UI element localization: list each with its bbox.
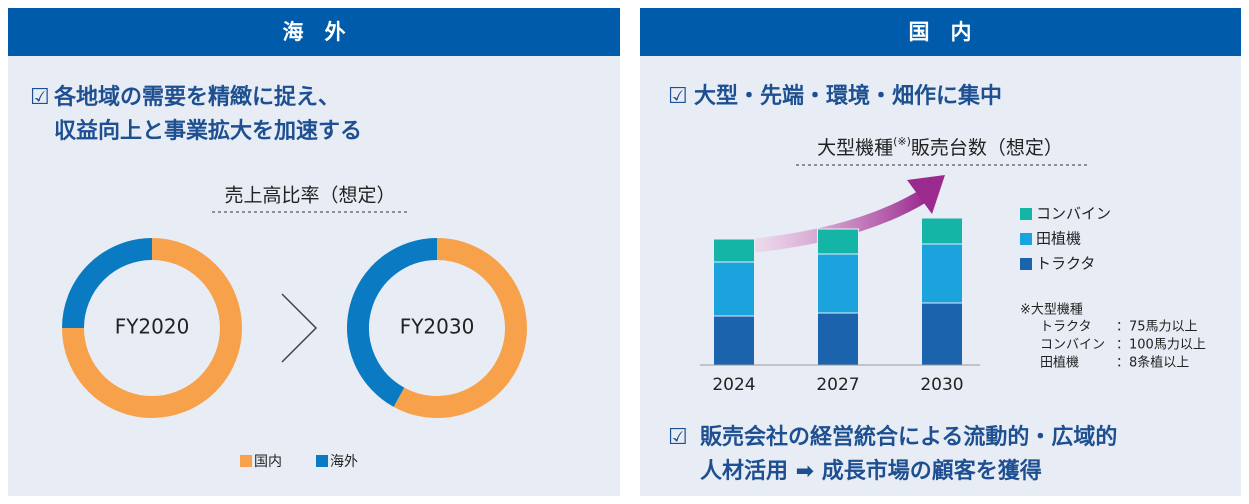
bar-segment bbox=[817, 228, 859, 255]
bar-segment bbox=[713, 315, 755, 366]
legend-swatch bbox=[316, 455, 328, 467]
legend-label: 国内 bbox=[254, 454, 282, 470]
legend-swatch bbox=[240, 455, 252, 467]
note-val: ：8条植以上 bbox=[1116, 355, 1189, 371]
panel bbox=[8, 8, 620, 496]
bar-segment bbox=[921, 302, 963, 366]
legend-swatch bbox=[1020, 233, 1032, 245]
header: 国 内 bbox=[909, 20, 972, 44]
point: 各地域の需要を精緻に捉え、 bbox=[53, 84, 340, 110]
legend-swatch bbox=[1020, 258, 1032, 270]
bar-segment bbox=[817, 312, 859, 366]
donut-segment bbox=[62, 238, 153, 329]
bar-segment bbox=[817, 253, 859, 314]
chart-title: 大型機種(※)販売台数（想定） bbox=[817, 135, 1063, 159]
header-bar bbox=[8, 8, 620, 56]
legend-label: トラクタ bbox=[1036, 255, 1095, 273]
growth-arrow bbox=[749, 189, 929, 253]
donut-segment bbox=[393, 238, 527, 418]
bar-segment bbox=[921, 217, 963, 245]
point: 大型・先端・環境・畑作に集中 bbox=[694, 83, 1002, 109]
bar-segment bbox=[713, 238, 755, 263]
x-tick-label: 2030 bbox=[920, 375, 963, 395]
legend-label: 田植機 bbox=[1036, 230, 1081, 248]
donut-label: FY2020 bbox=[115, 315, 190, 339]
note-title: ※大型機種 bbox=[1020, 302, 1083, 318]
legend-label: 海外 bbox=[330, 454, 358, 470]
check: ☑ bbox=[668, 425, 688, 450]
x-tick-label: 2024 bbox=[712, 375, 755, 395]
note-key: 田植機 bbox=[1040, 356, 1079, 371]
header: 海 外 bbox=[283, 20, 346, 44]
check: ☑ bbox=[30, 85, 50, 110]
donut-label: FY2030 bbox=[400, 315, 475, 339]
check: ☑ bbox=[668, 84, 688, 109]
title-part: 大型機種 bbox=[817, 137, 893, 159]
title-part: (※) bbox=[893, 135, 911, 148]
bar-segment bbox=[921, 243, 963, 304]
bar-segment bbox=[713, 261, 755, 317]
x-tick-label: 2027 bbox=[816, 375, 859, 395]
legend-swatch bbox=[1020, 208, 1032, 220]
donut-segment bbox=[347, 238, 438, 407]
note-key: コンバイン bbox=[1040, 338, 1105, 353]
note-val: ：75馬力以上 bbox=[1116, 320, 1198, 335]
header-bar bbox=[640, 8, 1241, 56]
growth-arrowhead bbox=[907, 175, 945, 214]
note-key: トラクタ bbox=[1040, 320, 1091, 335]
point: 販売会社の経営統合による流動的・広域的 bbox=[700, 424, 1117, 450]
point: 収益向上と事業拡大を加速する bbox=[54, 118, 362, 144]
compare-arrow bbox=[281, 293, 318, 363]
legend-label: コンバイン bbox=[1036, 205, 1111, 223]
title-part: 販売台数（想定） bbox=[911, 137, 1063, 159]
donut-segment bbox=[62, 238, 242, 418]
chart-title: 売上高比率（想定） bbox=[224, 185, 395, 207]
note-val: ：100馬力以上 bbox=[1116, 338, 1206, 353]
point: 人材活用 ➡ 成長市場の顧客を獲得 bbox=[700, 458, 1042, 484]
